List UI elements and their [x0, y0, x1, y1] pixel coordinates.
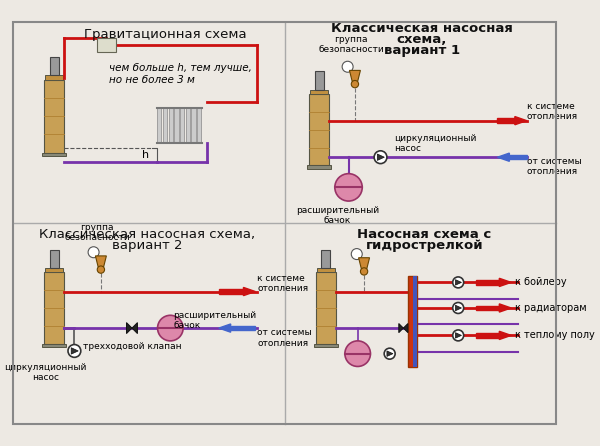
Circle shape [351, 80, 359, 88]
Circle shape [453, 302, 464, 314]
Polygon shape [359, 258, 370, 268]
Polygon shape [455, 280, 461, 285]
Polygon shape [244, 287, 256, 296]
Bar [157, 108, 161, 143]
Bar [315, 71, 324, 90]
Polygon shape [455, 333, 461, 338]
Bar [43, 153, 66, 156]
Polygon shape [403, 323, 408, 333]
Text: h: h [142, 150, 149, 161]
Circle shape [97, 266, 104, 273]
Polygon shape [95, 256, 106, 267]
Circle shape [68, 345, 81, 357]
Bar [509, 155, 527, 160]
Polygon shape [515, 116, 527, 125]
Text: к радиаторам: к радиаторам [515, 303, 586, 313]
Bar [321, 249, 330, 268]
Bar [44, 273, 64, 343]
Circle shape [384, 348, 395, 359]
Polygon shape [387, 351, 393, 356]
Bar [45, 75, 64, 79]
Circle shape [342, 61, 353, 72]
Bar [476, 306, 499, 310]
Bar [45, 268, 64, 273]
Polygon shape [499, 304, 511, 312]
Polygon shape [71, 348, 78, 354]
Polygon shape [399, 323, 403, 333]
Bar [163, 108, 167, 143]
Text: расширительный
бачок: расширительный бачок [296, 206, 379, 225]
Text: от системы
отопления: от системы отопления [257, 328, 312, 348]
Polygon shape [497, 153, 509, 161]
Text: чем больше h, тем лучше,
но не более 3 м: чем больше h, тем лучше, но не более 3 м [109, 63, 252, 85]
Bar [50, 249, 59, 268]
Bar [169, 108, 173, 143]
Bar [180, 108, 184, 143]
Text: Классическая насосная схема,: Классическая насосная схема, [40, 227, 256, 240]
Text: Классическая насосная: Классическая насосная [331, 22, 512, 35]
Polygon shape [499, 278, 511, 286]
Text: Гравитационная схема: Гравитационная схема [85, 29, 247, 41]
Text: к системе
отопления: к системе отопления [527, 102, 578, 121]
Bar [310, 90, 328, 94]
Bar [408, 276, 417, 368]
Circle shape [361, 268, 368, 275]
Text: к бойлеру: к бойлеру [515, 277, 566, 287]
Text: группа
безопасности: группа безопасности [319, 34, 384, 54]
Polygon shape [377, 154, 385, 161]
Polygon shape [455, 305, 461, 311]
Bar [97, 38, 116, 52]
Bar [314, 343, 338, 347]
Bar [230, 326, 256, 330]
Bar [174, 108, 179, 143]
Circle shape [374, 151, 387, 164]
Bar [413, 276, 417, 368]
Circle shape [351, 248, 362, 260]
Text: расширительный
бачок: расширительный бачок [173, 311, 256, 330]
Bar [476, 280, 499, 285]
Bar [316, 273, 336, 343]
Polygon shape [499, 331, 511, 339]
Bar [197, 108, 202, 143]
Circle shape [453, 277, 464, 288]
Text: схема,: схема, [397, 33, 447, 46]
Circle shape [335, 173, 362, 201]
Bar [497, 118, 515, 123]
Text: гидрострелкой: гидрострелкой [365, 239, 483, 252]
Circle shape [158, 315, 183, 341]
Polygon shape [349, 70, 361, 81]
Bar [191, 108, 196, 143]
Text: к теплому полу: к теплому полу [515, 330, 595, 340]
Text: трехходовой клапан: трехходовой клапан [83, 342, 181, 351]
Polygon shape [219, 324, 230, 332]
Bar [50, 57, 59, 75]
Bar [317, 268, 335, 273]
Text: вариант 1: вариант 1 [383, 44, 460, 57]
Bar [43, 343, 66, 347]
Polygon shape [127, 322, 132, 334]
Circle shape [453, 330, 464, 341]
Bar [44, 79, 64, 153]
Circle shape [345, 341, 370, 367]
Bar [219, 289, 244, 294]
Bar [476, 333, 499, 338]
Bar [309, 94, 329, 165]
Text: Насосная схема с: Насосная схема с [357, 227, 491, 240]
Text: вариант 2: вариант 2 [112, 239, 183, 252]
Text: циркуляционный
насос: циркуляционный насос [394, 134, 476, 153]
Text: от системы
отопления: от системы отопления [527, 157, 581, 176]
Text: группа
безопасности: группа безопасности [64, 223, 130, 242]
Bar [185, 108, 190, 143]
Bar [307, 165, 331, 169]
Circle shape [88, 247, 99, 258]
Text: к системе
отопления: к системе отопления [257, 273, 308, 293]
Text: циркуляционный
насос: циркуляционный насос [4, 363, 86, 382]
Polygon shape [132, 322, 137, 334]
